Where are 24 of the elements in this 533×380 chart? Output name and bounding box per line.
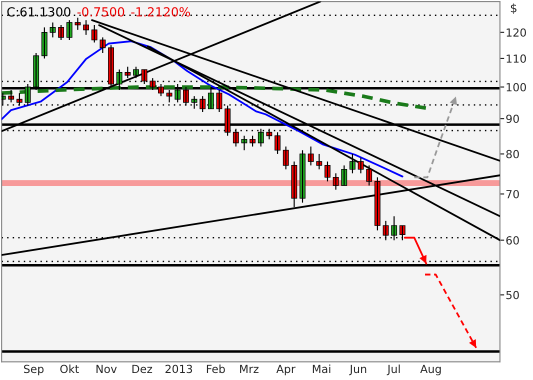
- y-tick-label: 110: [506, 54, 526, 63]
- y-tick-label: 70: [506, 190, 519, 198]
- annotation: -1.2120%: [131, 7, 190, 17]
- y-tick-label: 120: [506, 28, 526, 37]
- x-tick-label: Apr: [276, 364, 296, 376]
- x-tick-label: 2013: [165, 364, 192, 374]
- y-tick-label: 60: [506, 236, 519, 245]
- x-tick-label: Feb: [206, 364, 225, 374]
- y-tick-label: 100: [506, 83, 526, 92]
- annotation: C:61.1300: [7, 7, 70, 17]
- y-tick-label: 50: [506, 290, 519, 300]
- x-tick-label: Dez: [132, 364, 152, 374]
- x-tick-label: Jul: [386, 364, 400, 376]
- y-tick-label: 80: [506, 150, 519, 158]
- x-tick-label: Okt: [60, 364, 79, 374]
- y-tick-label: 90: [506, 114, 519, 123]
- annotation: -0.7500: [77, 7, 124, 17]
- x-tick-label: Nov: [96, 364, 117, 374]
- x-tick-label: Sep: [24, 364, 44, 376]
- x-tick-label: Jun: [349, 364, 366, 376]
- x-tick-label: Mai: [312, 364, 330, 374]
- x-tick-label: Mrz: [240, 364, 259, 373]
- x-tick-label: Aug: [420, 364, 441, 376]
- y-axis-title: $: [510, 3, 516, 14]
